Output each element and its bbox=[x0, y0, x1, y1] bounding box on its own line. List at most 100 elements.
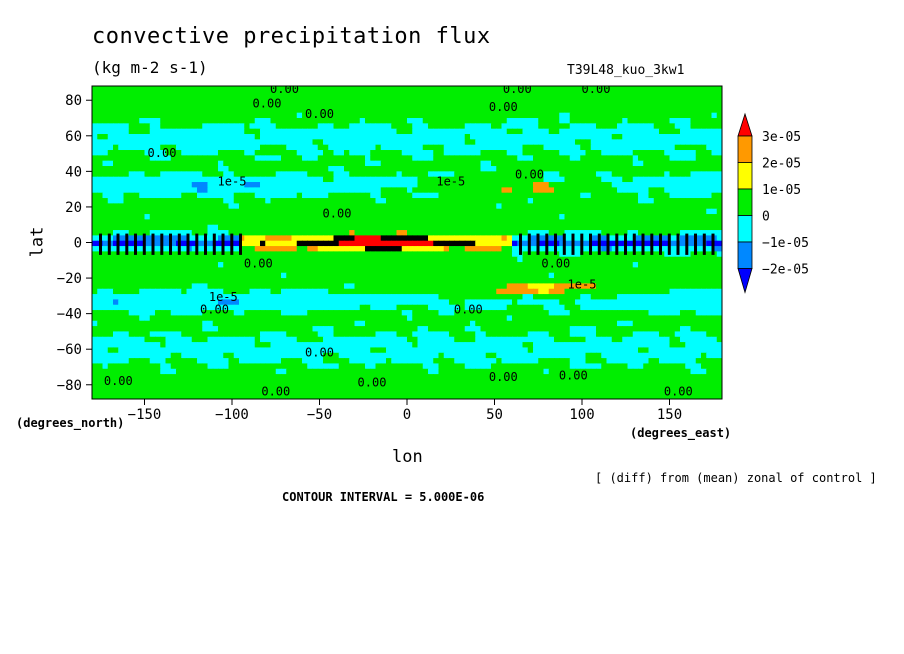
field-cell bbox=[648, 203, 655, 210]
field-cell bbox=[244, 96, 251, 103]
field-cell bbox=[648, 230, 655, 236]
field-cell bbox=[669, 134, 676, 140]
field-cell bbox=[564, 150, 571, 156]
field-cell bbox=[260, 230, 266, 236]
field-cell bbox=[275, 86, 282, 92]
field-cell bbox=[281, 91, 287, 98]
field-cell bbox=[128, 299, 135, 306]
field-cell bbox=[706, 171, 713, 178]
field-cell bbox=[506, 278, 513, 285]
field-cell bbox=[512, 240, 518, 247]
field-cell bbox=[438, 86, 445, 92]
field-cell bbox=[491, 235, 497, 242]
field-cell bbox=[165, 278, 172, 285]
field-cell bbox=[113, 123, 119, 130]
field-cell bbox=[97, 224, 104, 231]
field-cell bbox=[401, 128, 408, 135]
field-cell bbox=[317, 118, 324, 124]
field-cell bbox=[527, 102, 534, 108]
field-cell bbox=[118, 235, 125, 242]
field-cell bbox=[506, 86, 513, 92]
field-cell bbox=[380, 262, 387, 268]
field-cell bbox=[653, 235, 660, 242]
field-cell bbox=[149, 187, 156, 194]
field-cell bbox=[548, 123, 555, 130]
field-cell bbox=[522, 288, 529, 295]
field-cell bbox=[239, 304, 245, 311]
field-cell bbox=[454, 91, 461, 98]
field-cell bbox=[228, 86, 235, 92]
field-cell bbox=[475, 128, 482, 135]
field-cell bbox=[275, 294, 282, 301]
field-cell bbox=[97, 107, 104, 114]
field-cell bbox=[664, 134, 671, 140]
field-cell bbox=[659, 171, 665, 178]
field-cell bbox=[653, 187, 660, 194]
field-cell bbox=[596, 214, 602, 220]
field-cell bbox=[212, 278, 219, 285]
field-cell bbox=[349, 214, 356, 220]
field-cell bbox=[674, 134, 681, 140]
field-cell bbox=[417, 176, 424, 183]
field-cell bbox=[480, 139, 487, 146]
field-cell bbox=[680, 214, 686, 220]
field-cell bbox=[218, 187, 224, 194]
field-cell bbox=[370, 267, 377, 274]
field-cell bbox=[223, 288, 230, 295]
field-cell bbox=[433, 219, 440, 226]
field-cell bbox=[548, 278, 555, 285]
field-cell bbox=[459, 118, 466, 124]
field-cell bbox=[354, 278, 361, 285]
field-cell bbox=[422, 262, 429, 268]
field-cell bbox=[695, 294, 702, 301]
field-cell bbox=[443, 160, 450, 167]
field-cell bbox=[412, 272, 419, 279]
field-cell bbox=[501, 112, 508, 119]
field-cell bbox=[328, 187, 335, 194]
field-cell bbox=[443, 91, 450, 98]
field-cell bbox=[370, 192, 377, 199]
field-cell bbox=[354, 235, 361, 242]
field-cell bbox=[386, 160, 392, 167]
field-cell bbox=[422, 230, 429, 236]
field-cell bbox=[123, 288, 130, 295]
field-cell bbox=[512, 288, 518, 295]
field-cell bbox=[496, 176, 503, 183]
field-cell bbox=[575, 96, 581, 103]
field-cell bbox=[149, 182, 156, 188]
field-cell bbox=[197, 294, 203, 301]
field-cell bbox=[475, 198, 482, 204]
field-cell bbox=[186, 128, 193, 135]
field-cell bbox=[711, 187, 718, 194]
field-cell bbox=[617, 139, 623, 146]
field-cell bbox=[391, 187, 398, 194]
field-cell bbox=[601, 102, 608, 108]
field-cell bbox=[275, 214, 282, 220]
field-cell bbox=[344, 203, 350, 210]
field-cell bbox=[580, 96, 587, 103]
field-cell bbox=[680, 230, 686, 236]
field-cell bbox=[323, 278, 329, 285]
field-cell bbox=[580, 224, 587, 231]
field-cell bbox=[606, 192, 613, 199]
field-cell bbox=[323, 155, 329, 162]
field-cell bbox=[517, 176, 524, 183]
field-cell bbox=[344, 187, 350, 194]
field-cell bbox=[139, 198, 146, 204]
field-cell bbox=[501, 160, 508, 167]
field-cell bbox=[186, 86, 193, 92]
field-cell bbox=[97, 192, 104, 199]
field-cell bbox=[643, 240, 650, 247]
field-cell bbox=[517, 112, 524, 119]
field-cell bbox=[118, 256, 125, 263]
field-cell bbox=[102, 176, 109, 183]
field-cell bbox=[711, 155, 718, 162]
field-cell bbox=[302, 144, 308, 151]
field-cell bbox=[701, 219, 707, 226]
field-cell bbox=[433, 198, 440, 204]
field-cell bbox=[265, 123, 272, 130]
field-cell bbox=[470, 251, 476, 258]
field-cell bbox=[701, 176, 707, 183]
field-cell bbox=[632, 139, 639, 146]
field-cell bbox=[275, 299, 282, 306]
